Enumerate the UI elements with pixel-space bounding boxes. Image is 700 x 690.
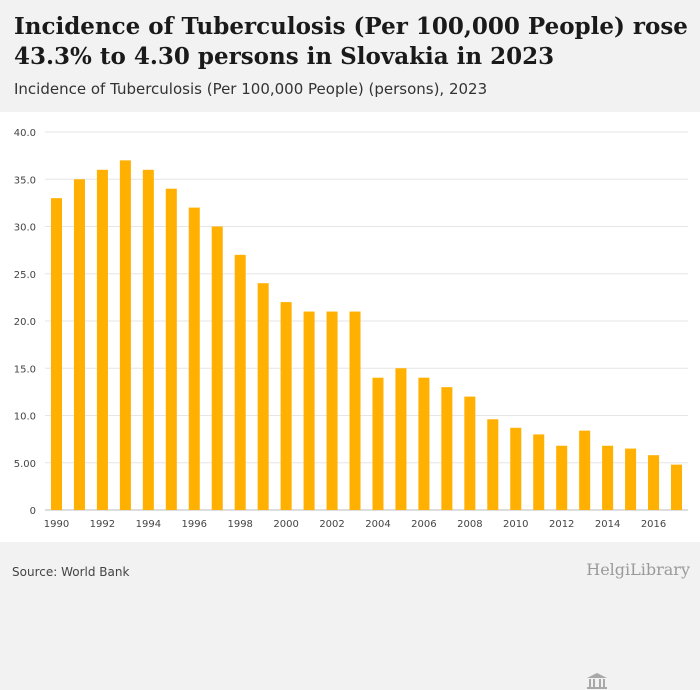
bar xyxy=(165,188,177,510)
x-tick-label: 2010 xyxy=(503,519,528,530)
bar xyxy=(533,434,545,510)
bar xyxy=(556,445,568,510)
x-tick-label: 1994 xyxy=(136,519,161,530)
x-tick-label: 2014 xyxy=(595,519,620,530)
bar xyxy=(188,207,200,510)
bar xyxy=(73,179,85,510)
x-tick-label: 2004 xyxy=(365,519,390,530)
bar xyxy=(234,254,246,510)
bar xyxy=(96,169,108,511)
chart-title: Incidence of Tuberculosis (Per 100,000 P… xyxy=(14,13,688,70)
bar xyxy=(418,377,430,510)
bar xyxy=(142,169,154,511)
y-tick-label: 40.0 xyxy=(14,128,36,139)
x-tick-label: 2016 xyxy=(641,519,666,530)
bar xyxy=(326,311,338,510)
x-tick-label: 1992 xyxy=(90,519,115,530)
bar xyxy=(464,396,476,510)
bar xyxy=(50,198,62,510)
bar xyxy=(119,160,131,510)
library-building-icon xyxy=(587,673,608,689)
y-tick-label: 35.0 xyxy=(14,175,36,186)
x-tick-label: 1990 xyxy=(44,519,69,530)
bar-chart: 0 5.00 10.0 15.0 20.0 25.0 30.0 35.0 40.0 1990 199… xyxy=(14,128,688,530)
y-tick-label: 15.0 xyxy=(14,364,36,375)
bar xyxy=(395,368,407,510)
x-tick-label: 2012 xyxy=(549,519,574,530)
bar xyxy=(441,387,453,510)
x-tick-label: 2002 xyxy=(319,519,344,530)
y-tick-label: 25.0 xyxy=(14,270,36,281)
bar xyxy=(625,448,637,510)
x-tick-label: 2000 xyxy=(273,519,298,530)
y-tick-label: 30.0 xyxy=(14,223,36,234)
bar xyxy=(648,455,660,510)
y-tick-label: 0 xyxy=(30,506,36,517)
bar xyxy=(303,311,315,510)
bar xyxy=(349,311,361,510)
bar xyxy=(671,464,683,510)
bar xyxy=(487,419,499,510)
bar xyxy=(257,283,269,510)
x-tick-label: 2008 xyxy=(457,519,482,530)
bar xyxy=(602,445,614,510)
y-tick-label: 5.00 xyxy=(14,459,36,470)
x-tick-label: 1998 xyxy=(227,519,252,530)
source-note: Source: World Bank xyxy=(12,565,130,579)
bar xyxy=(280,302,292,510)
bar xyxy=(211,226,223,510)
bar xyxy=(510,427,522,510)
y-tick-label: 10.0 xyxy=(14,412,36,423)
x-tick-label: 2006 xyxy=(411,519,436,530)
chart-subtitle: Incidence of Tuberculosis (Per 100,000 P… xyxy=(14,80,488,98)
brand-name: HelgiLibrary xyxy=(586,560,690,579)
bar xyxy=(579,430,591,510)
brand-logo: HelgiLibrary xyxy=(586,560,690,689)
x-tick-label: 1996 xyxy=(182,519,207,530)
y-tick-label: 20.0 xyxy=(14,317,36,328)
bar xyxy=(372,377,384,510)
